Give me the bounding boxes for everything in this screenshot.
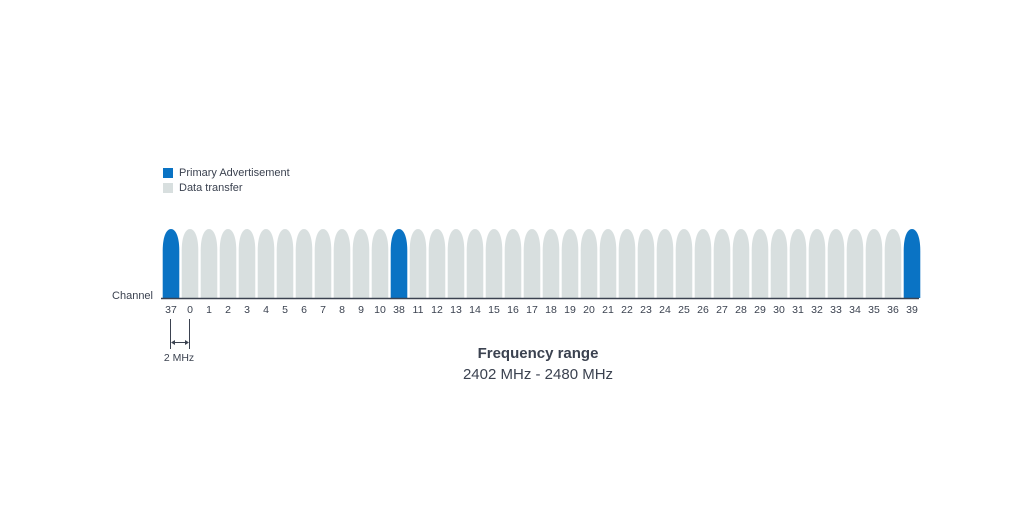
channel-lobes: [162, 229, 921, 298]
channel-lobe-2: [219, 229, 237, 298]
channel-label-10: 10: [374, 304, 386, 316]
channel-label-1: 1: [206, 304, 212, 316]
channel-labels: 37 0 1 2 3 4 5 6 7 8 9 10 38 11 12 13 14 15 16 17 18 19 20 21 22…: [165, 304, 918, 316]
channel-lobe-35: [865, 229, 883, 298]
channel-label-21: 21: [602, 304, 614, 316]
channel-lobe-7: [314, 229, 332, 298]
bandwidth-arrow-right-head: [185, 340, 189, 345]
channel-label-27: 27: [716, 304, 728, 316]
channel-lobe-5: [276, 229, 294, 298]
channel-lobe-38: [390, 229, 408, 298]
channel-lobe-4: [257, 229, 275, 298]
channel-lobe-30: [770, 229, 788, 298]
channel-lobe-20: [580, 229, 598, 298]
channel-label-30: 30: [773, 304, 785, 316]
channel-label-15: 15: [488, 304, 500, 316]
channel-label-20: 20: [583, 304, 595, 316]
channel-lobe-17: [523, 229, 541, 298]
frequency-range-title: Frequency range: [477, 345, 599, 362]
channel-lobe-13: [447, 229, 465, 298]
channel-lobe-16: [504, 229, 522, 298]
channel-lobe-6: [295, 229, 313, 298]
channel-lobe-15: [485, 229, 503, 298]
frequency-range-value: 2402 MHz - 2480 MHz: [462, 366, 614, 383]
channel-lobe-1: [200, 229, 218, 298]
channel-lobe-36: [884, 229, 902, 298]
legend-item-primary-advertisement: Primary Advertisement: [163, 166, 290, 180]
legend-item-data-transfer: Data transfer: [163, 181, 290, 195]
channel-lobe-3: [238, 229, 256, 298]
channel-lobe-32: [808, 229, 826, 298]
channel-label-26: 26: [697, 304, 709, 316]
data-transfer-swatch: [163, 183, 173, 193]
channel-label-5: 5: [282, 304, 288, 316]
channel-label-32: 32: [811, 304, 823, 316]
channel-label-33: 33: [830, 304, 842, 316]
channel-label-13: 13: [450, 304, 462, 316]
channel-lobe-24: [656, 229, 674, 298]
channel-label-24: 24: [659, 304, 671, 316]
channel-label-9: 9: [358, 304, 364, 316]
channel-label-29: 29: [754, 304, 766, 316]
channel-label-7: 7: [320, 304, 326, 316]
channel-label-37: 37: [165, 304, 177, 316]
channel-label-4: 4: [263, 304, 269, 316]
channel-lobe-26: [694, 229, 712, 298]
channel-label-25: 25: [678, 304, 690, 316]
channel-label-16: 16: [507, 304, 519, 316]
channel-lobe-10: [371, 229, 389, 298]
channel-lobe-9: [352, 229, 370, 298]
legend: Primary Advertisement Data transfer: [163, 166, 290, 196]
channel-lobe-22: [618, 229, 636, 298]
channel-lobe-28: [732, 229, 750, 298]
channel-lobe-11: [409, 229, 427, 298]
channel-label-36: 36: [887, 304, 899, 316]
channel-label-14: 14: [469, 304, 481, 316]
channel-label-39: 39: [906, 304, 918, 316]
channel-lobe-12: [428, 229, 446, 298]
channel-lobe-0: [181, 229, 199, 298]
channel-label-23: 23: [640, 304, 652, 316]
channel-label-19: 19: [564, 304, 576, 316]
channel-lobe-25: [675, 229, 693, 298]
channel-lobe-21: [599, 229, 617, 298]
channel-lobe-34: [846, 229, 864, 298]
channel-label-8: 8: [339, 304, 345, 316]
channel-lobe-19: [561, 229, 579, 298]
channel-label-31: 31: [792, 304, 804, 316]
channel-label-34: 34: [849, 304, 861, 316]
channel-lobe-27: [713, 229, 731, 298]
bandwidth-label: 2 MHz: [164, 352, 194, 364]
channel-label-28: 28: [735, 304, 747, 316]
channel-label-3: 3: [244, 304, 250, 316]
channel-lobe-8: [333, 229, 351, 298]
channel-label-6: 6: [301, 304, 307, 316]
channel-label-11: 11: [413, 304, 424, 316]
legend-label-data: Data transfer: [179, 182, 243, 194]
channel-axis-title: Channel: [112, 290, 153, 302]
legend-label-primary: Primary Advertisement: [179, 167, 290, 179]
channel-label-35: 35: [868, 304, 880, 316]
channel-label-0: 0: [187, 304, 193, 316]
channel-lobe-39: [903, 229, 921, 298]
channel-label-17: 17: [526, 304, 538, 316]
primary-advertisement-swatch: [163, 168, 173, 178]
channel-label-2: 2: [225, 304, 231, 316]
channel-lobe-18: [542, 229, 560, 298]
bandwidth-arrow-left-head: [171, 340, 175, 345]
channel-label-38: 38: [393, 304, 405, 316]
channel-lobe-33: [827, 229, 845, 298]
channel-lobe-29: [751, 229, 769, 298]
channel-lobe-31: [789, 229, 807, 298]
bandwidth-indicator: 2 MHz: [164, 319, 194, 364]
channel-lobe-14: [466, 229, 484, 298]
channel-label-22: 22: [621, 304, 633, 316]
channel-label-18: 18: [545, 304, 557, 316]
channel-label-12: 12: [431, 304, 443, 316]
channel-lobe-23: [637, 229, 655, 298]
channel-lobe-37: [162, 229, 180, 298]
